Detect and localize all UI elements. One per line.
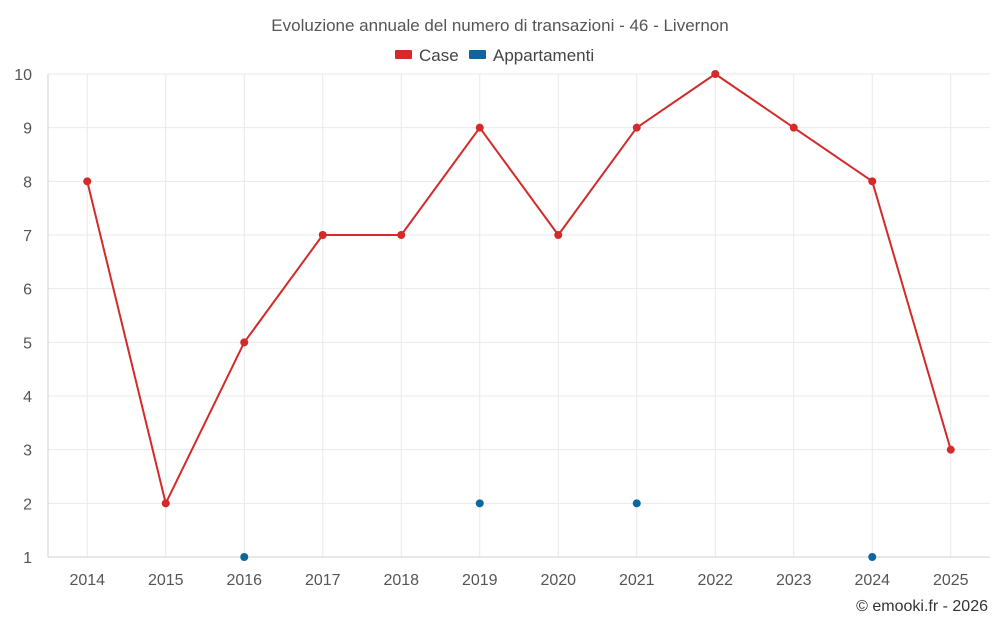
x-tick-label: 2019 bbox=[462, 572, 498, 589]
data-point-appartamenti[interactable] bbox=[632, 499, 641, 508]
data-point-appartamenti[interactable] bbox=[240, 553, 249, 561]
data-point-case[interactable] bbox=[554, 231, 563, 239]
data-point-case[interactable] bbox=[161, 499, 170, 508]
legend-swatch-case bbox=[395, 50, 412, 59]
x-tick-label: 2017 bbox=[305, 572, 341, 589]
data-point-case[interactable] bbox=[397, 231, 406, 239]
legend-item-appartamenti[interactable]: Appartamenti bbox=[469, 46, 594, 65]
y-tick-label: 3 bbox=[23, 443, 32, 460]
y-tick-label: 9 bbox=[23, 121, 32, 138]
y-tick-label: 2 bbox=[23, 496, 32, 513]
x-tick-label: 2014 bbox=[69, 572, 105, 589]
y-tick-label: 6 bbox=[23, 282, 32, 299]
legend-item-case[interactable]: Case bbox=[395, 46, 459, 65]
x-tick-label: 2015 bbox=[148, 572, 184, 589]
chart-title: Evoluzione annuale del numero di transaz… bbox=[271, 16, 728, 35]
data-point-case[interactable] bbox=[83, 177, 92, 186]
x-tick-label: 2016 bbox=[226, 572, 262, 589]
axes: 2014 2015 2016 2017 2018 2019 2020 2021 2022 2023… bbox=[14, 67, 990, 589]
x-tick-label: 2022 bbox=[697, 572, 733, 589]
data-point-case[interactable] bbox=[318, 231, 327, 239]
data-point-appartamenti[interactable] bbox=[475, 499, 484, 508]
legend-swatch-appartamenti bbox=[469, 50, 486, 59]
data-point-case[interactable] bbox=[711, 70, 720, 78]
x-tick-label: 2018 bbox=[383, 572, 419, 589]
legend-label-case: Case bbox=[419, 46, 459, 65]
data-point-case[interactable] bbox=[240, 338, 249, 347]
y-tick-label: 8 bbox=[23, 174, 32, 191]
credit-text: © emooki.fr - 2026 bbox=[856, 598, 988, 615]
data-point-case[interactable] bbox=[475, 123, 484, 132]
data-point-appartamenti[interactable] bbox=[868, 553, 877, 561]
y-tick-label: 10 bbox=[14, 67, 32, 84]
data-point-case[interactable] bbox=[632, 123, 641, 132]
y-tick-label: 4 bbox=[23, 389, 32, 406]
grid bbox=[48, 73, 990, 557]
data-point-case[interactable] bbox=[946, 445, 955, 454]
legend-label-appartamenti: Appartamenti bbox=[493, 46, 594, 65]
series-line-case bbox=[86, 73, 952, 505]
data-point-case[interactable] bbox=[789, 123, 798, 132]
y-tick-label: 7 bbox=[23, 228, 32, 245]
data-point-case[interactable] bbox=[868, 177, 877, 186]
legend: Case Appartamenti bbox=[395, 46, 594, 65]
y-tick-label: 1 bbox=[23, 550, 32, 567]
plot-area bbox=[83, 70, 955, 561]
x-tick-label: 2020 bbox=[540, 572, 576, 589]
x-tick-label: 2025 bbox=[933, 572, 969, 589]
y-tick-label: 5 bbox=[23, 335, 32, 352]
x-tick-label: 2021 bbox=[619, 572, 655, 589]
x-tick-label: 2024 bbox=[854, 572, 890, 589]
x-tick-label: 2023 bbox=[776, 572, 812, 589]
